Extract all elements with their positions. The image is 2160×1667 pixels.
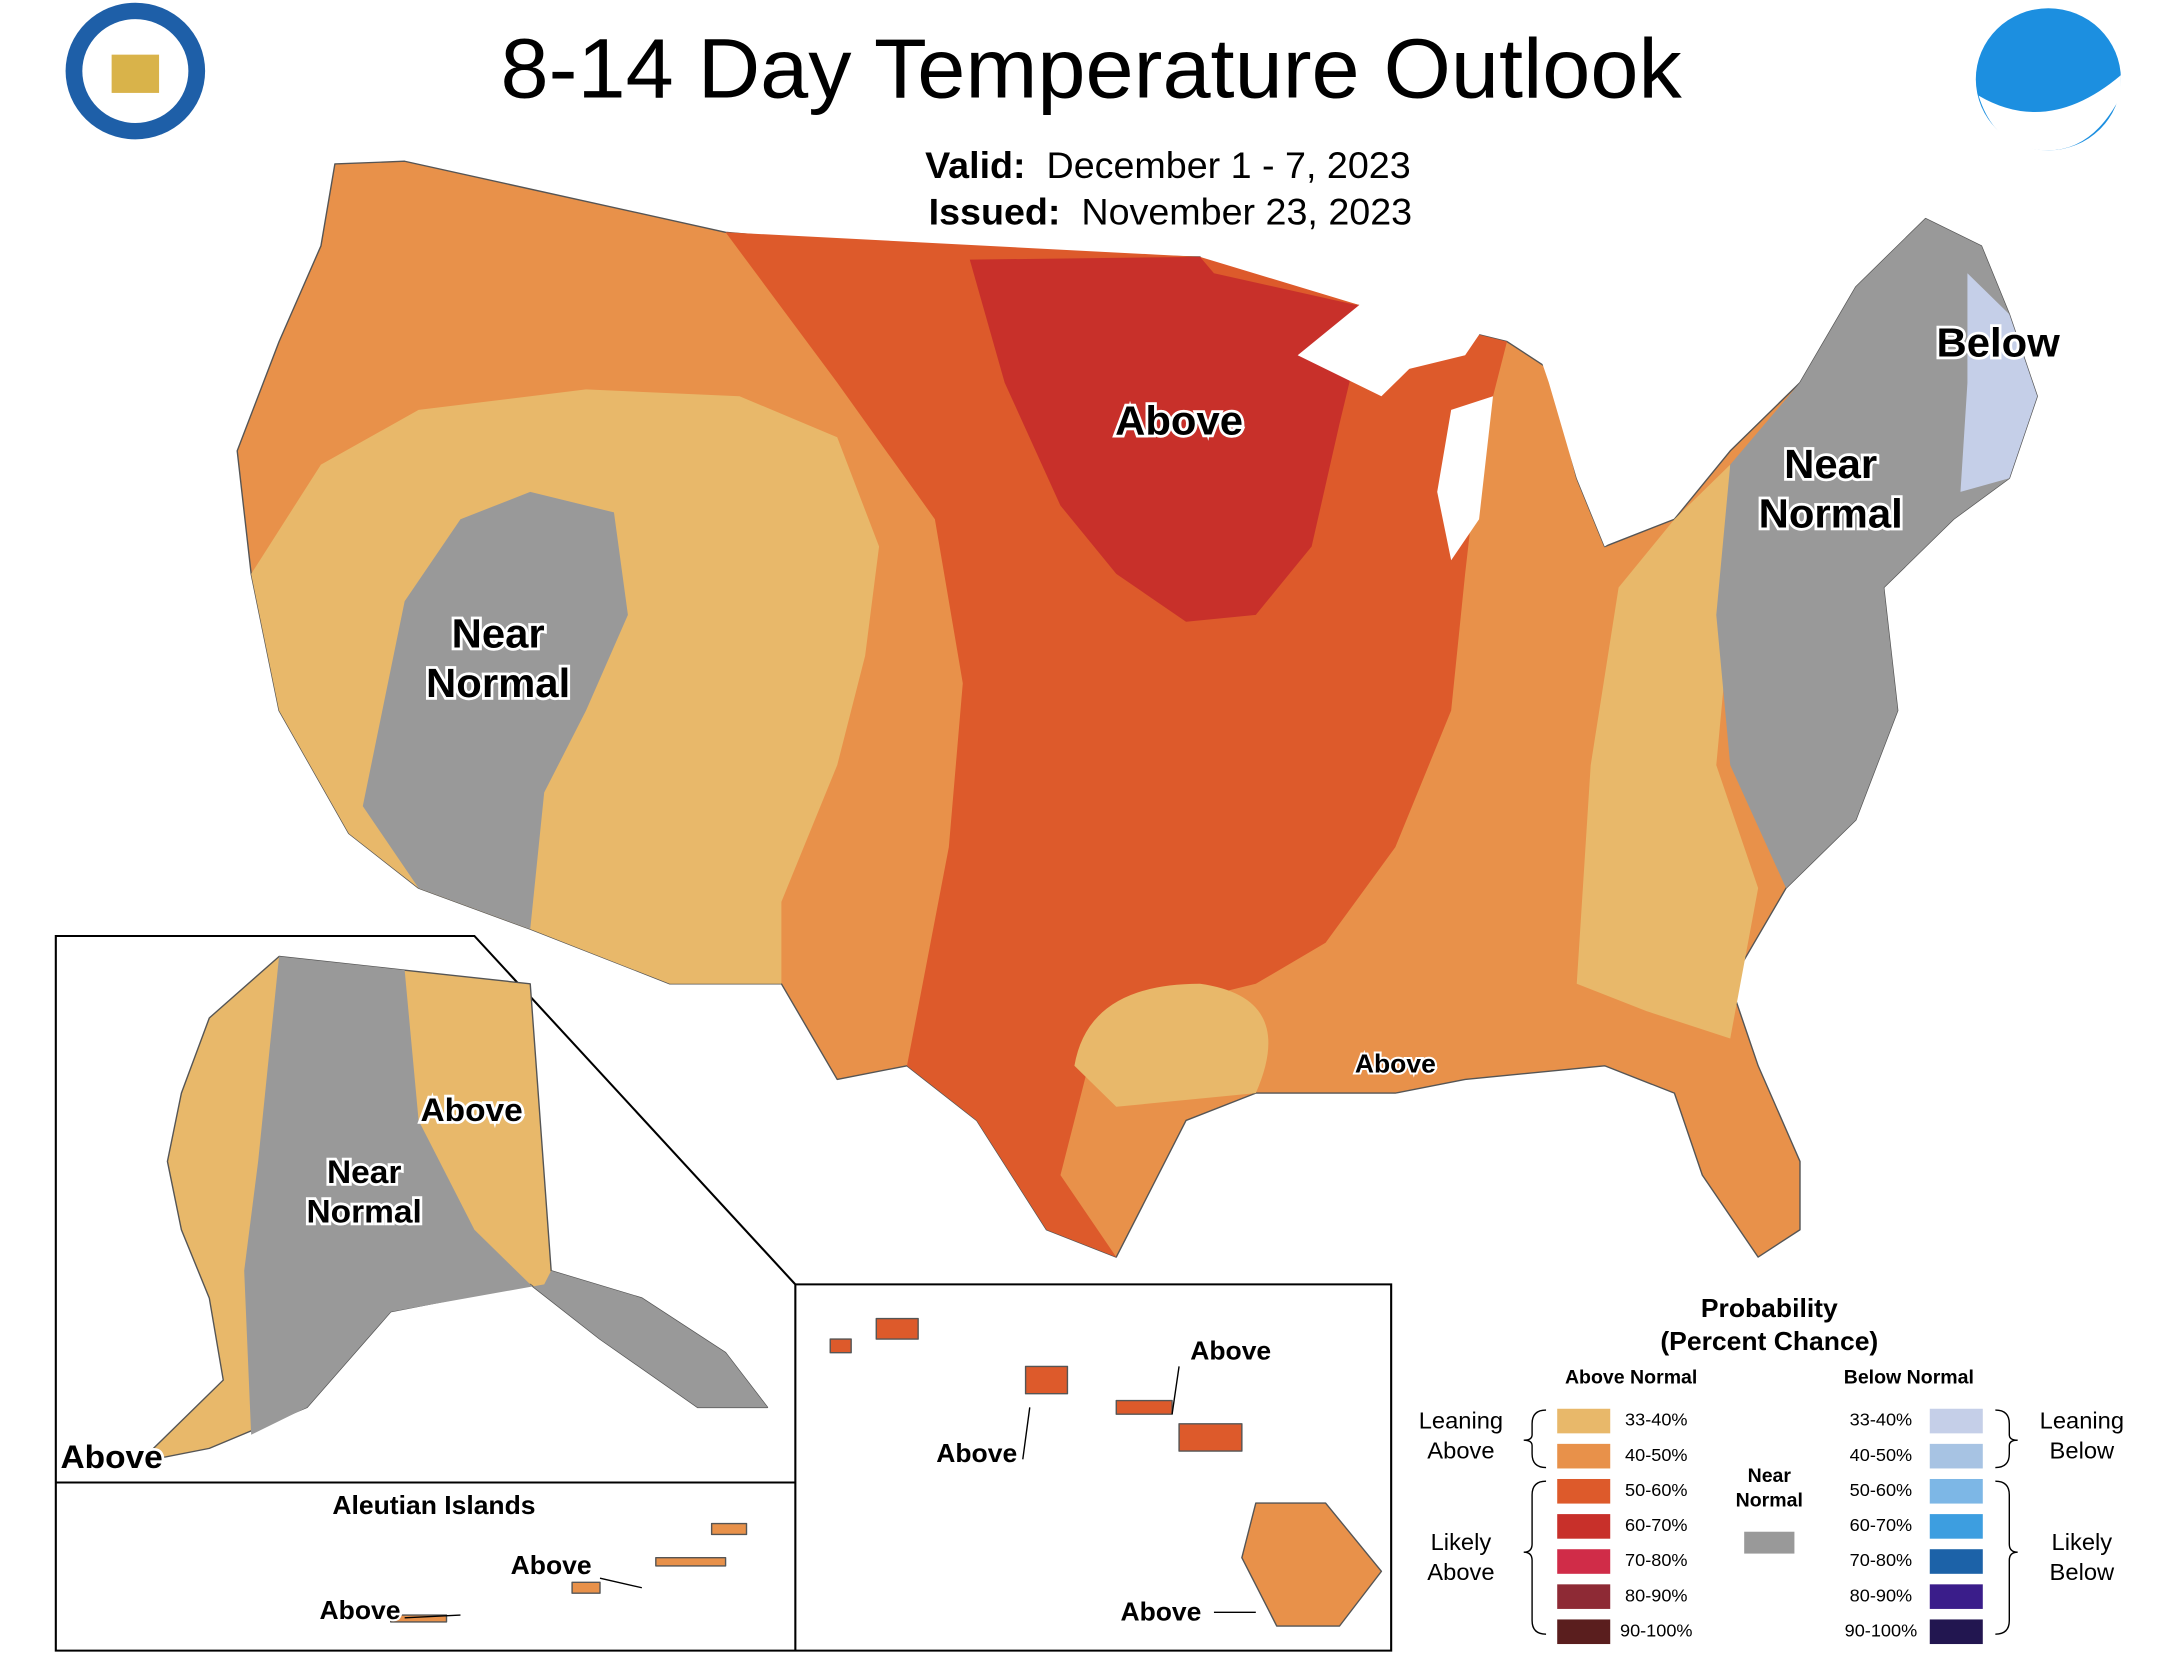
legend-label: 40-50%	[1625, 1445, 1688, 1465]
big-island	[1241, 1502, 1383, 1627]
alaska-near-normal	[244, 956, 768, 1435]
legend-swatch	[1557, 1408, 1611, 1434]
region-label: Normal	[1759, 491, 1903, 537]
issued-label: Issued:	[929, 191, 1061, 233]
legend-swatch	[1929, 1408, 1983, 1434]
region-label: Near	[327, 1155, 402, 1192]
region-label: Above	[1120, 1597, 1201, 1627]
legend-swatch	[1929, 1549, 1983, 1574]
leaning-above-southeast	[1074, 464, 1759, 1107]
legend-swatch	[1744, 1531, 1795, 1554]
region-label: Near	[452, 611, 545, 657]
legend-swatch	[1557, 1443, 1611, 1469]
issued-date: November 23, 2023	[1081, 191, 1412, 233]
legend-label: 50-60%	[1850, 1480, 1913, 1500]
legend-brace	[1523, 1409, 2018, 1635]
region-label: Above	[1115, 398, 1243, 444]
legend-label: Near	[1748, 1466, 1792, 1487]
legend-label: 50-60%	[1625, 1480, 1688, 1500]
aleutians	[390, 1522, 748, 1623]
legend-label: 80-90%	[1625, 1585, 1688, 1605]
legend-label: 40-50%	[1850, 1445, 1913, 1465]
legend-group: Below	[2050, 1559, 2115, 1585]
region-label: Normal	[307, 1194, 422, 1231]
legend-label: 80-90%	[1850, 1585, 1913, 1605]
near-normal-east	[1716, 218, 2010, 889]
legend-swatch	[1929, 1443, 1983, 1469]
region-label: Below	[1937, 320, 2061, 366]
legend-title: Probability	[1701, 1293, 1838, 1323]
legend-group: Below	[2050, 1438, 2115, 1464]
legend-label: 70-80%	[1625, 1550, 1688, 1570]
legend-swatch	[1929, 1514, 1983, 1539]
legend-label: 70-80%	[1850, 1550, 1913, 1570]
region-label: Above	[420, 1092, 522, 1129]
legend-group: Leaning	[2040, 1408, 2124, 1434]
legend-label: 90-100%	[1620, 1621, 1693, 1641]
legend-header: Below Normal	[1844, 1368, 1974, 1389]
legend-group: Above	[1427, 1438, 1494, 1464]
inset-frames	[54, 934, 1393, 1652]
legend-label: Normal	[1736, 1491, 1803, 1512]
region-label: Above	[320, 1595, 401, 1625]
region-label: Above	[936, 1438, 1017, 1468]
near-normal-west	[362, 491, 628, 930]
valid-label: Valid:	[925, 144, 1025, 186]
legend-swatch	[1557, 1619, 1611, 1645]
hawaii-islands	[829, 1317, 1243, 1452]
legend-swatch	[1929, 1619, 1983, 1645]
legend-group: Above	[1427, 1559, 1494, 1585]
region-label: Above	[511, 1550, 592, 1580]
region-label: Normal	[426, 660, 570, 706]
region-label: Above	[1190, 1336, 1271, 1366]
legend-swatch	[1557, 1584, 1611, 1609]
strong-above-region	[969, 256, 1368, 622]
legend-swatch	[1557, 1478, 1611, 1504]
legend-group: Likely	[2052, 1529, 2113, 1555]
title: 8-14 Day Temperature Outlook	[501, 21, 1682, 116]
legend-label: 60-70%	[1850, 1515, 1913, 1535]
legend-header: Above Normal	[1565, 1368, 1697, 1389]
legend-swatch	[1929, 1478, 1983, 1504]
legend-label: 33-40%	[1850, 1410, 1913, 1430]
region-label: Above	[60, 1439, 162, 1476]
legend-label: 60-70%	[1625, 1515, 1688, 1535]
legend-swatch	[1557, 1549, 1611, 1574]
great-lakes	[1297, 273, 1731, 561]
region-label: Above	[1355, 1049, 1436, 1079]
legend-group: Leaning	[1419, 1408, 1503, 1434]
legend-swatch	[1929, 1584, 1983, 1609]
legend-title: (Percent Chance)	[1660, 1326, 1878, 1356]
region-label: Near	[1784, 442, 1877, 488]
legend-label: 90-100%	[1845, 1621, 1918, 1641]
legend-swatch	[1557, 1514, 1611, 1539]
valid-dates: December 1 - 7, 2023	[1047, 144, 1411, 186]
legend-label: 33-40%	[1625, 1410, 1688, 1430]
leaning-below-maine	[1960, 273, 2038, 492]
legend-group: Likely	[1431, 1529, 1492, 1555]
aleutian-title: Aleutian Islands	[332, 1490, 535, 1520]
